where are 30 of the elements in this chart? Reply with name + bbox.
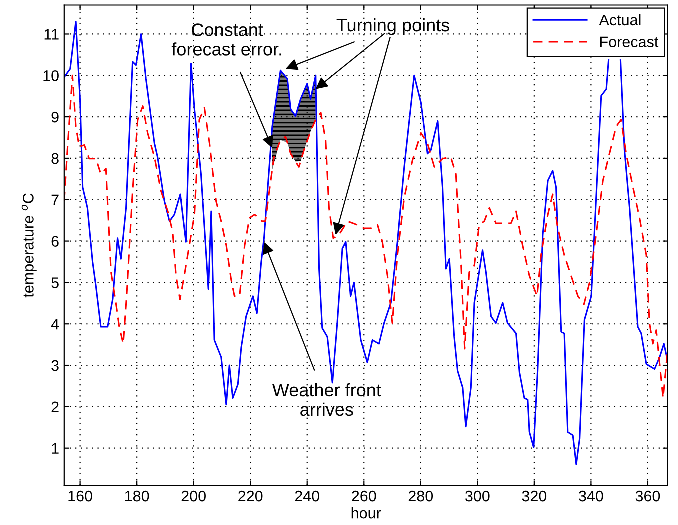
annotation: Constant forecast error. [172, 24, 282, 56]
x-tick-label: 220 [238, 490, 263, 502]
x-tick-label: 260 [352, 490, 376, 502]
y-tick-label: 8 [52, 153, 59, 164]
y-tick-label: 9 [52, 112, 59, 123]
annotation: Turning points [336, 18, 450, 36]
y-tick-label: 3 [52, 360, 59, 372]
x-tick-label: 200 [182, 490, 206, 502]
y-tick-label: 5 [52, 278, 59, 288]
x-tick-label: 180 [125, 490, 150, 502]
y-tick-label: 11 [44, 29, 59, 40]
x-tick-label: 320 [522, 490, 547, 502]
x-tick-label: 280 [408, 490, 434, 502]
y-tick-label: 1 [52, 443, 59, 454]
x-axis-title: hour [352, 508, 382, 519]
y-tick-label: 10 [44, 70, 59, 82]
annotation: Weather front arrives [272, 383, 382, 416]
x-tick-label: 240 [295, 490, 320, 502]
legend-label: Forecast [600, 36, 659, 48]
x-tick-label: 160 [68, 490, 92, 502]
y-tick-label: 2 [52, 402, 59, 412]
line-series [64, 74, 668, 400]
y-tick-label: 7 [52, 194, 59, 206]
y-tick-label: 4 [51, 319, 60, 330]
x-tick-label: 300 [466, 490, 490, 502]
x-tick-label: 360 [636, 490, 660, 502]
legend-label: Actual [599, 14, 641, 26]
y-axis-title: temperature $^{o}$C [22, 194, 37, 298]
x-tick-label: 340 [579, 490, 604, 502]
y-tick-label: 6 [52, 236, 59, 247]
